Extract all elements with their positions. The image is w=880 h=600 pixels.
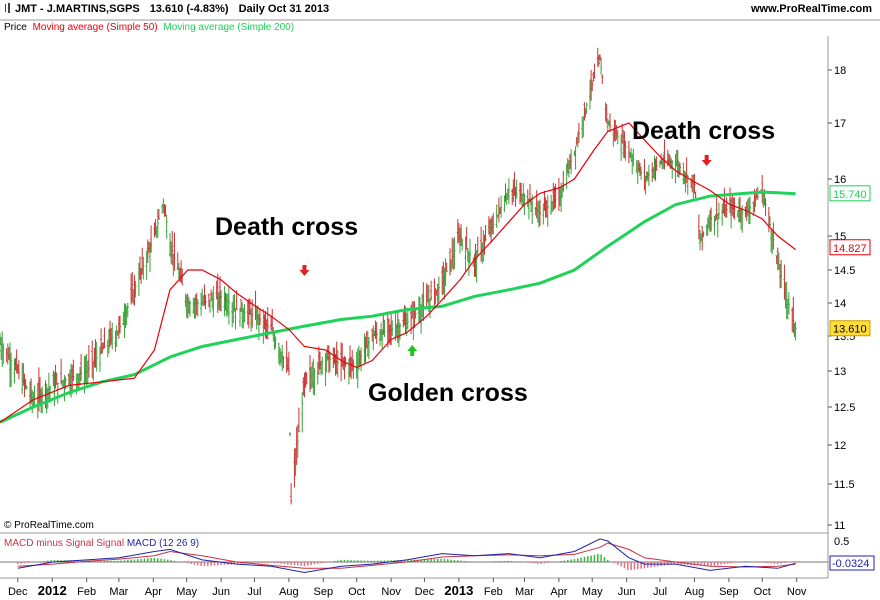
price-label: 14.827 xyxy=(833,243,867,255)
x-tick-label: Apr xyxy=(145,586,162,598)
x-tick-label: May xyxy=(582,586,603,598)
macd-line xyxy=(17,538,796,574)
price-label-box xyxy=(829,320,871,337)
y-tick-label: 18 xyxy=(834,65,846,77)
annotation-death-cross-1: Death cross xyxy=(215,213,359,241)
x-tick-label: Mar xyxy=(109,586,128,598)
death-cross-arrow xyxy=(299,265,310,276)
ma50-line xyxy=(0,122,796,423)
macd-signal-line xyxy=(17,542,796,569)
y-tick-label: 13 xyxy=(834,366,846,378)
y-tick-label: 12 xyxy=(834,440,846,452)
y-tick-label: 11 xyxy=(834,520,845,532)
macd-legend: MACD minus Signal Signal MACD (12 26 9) xyxy=(4,538,199,549)
y-tick-label: 14 xyxy=(834,298,846,310)
cross-markers xyxy=(299,155,712,356)
y-tick-label: 17 xyxy=(834,118,846,130)
x-axis: Dec 2012 Feb Mar Apr May Jun Jul Aug Sep Oct Nov Dec… xyxy=(8,578,807,598)
period-label: Daily Oct 31 2013 xyxy=(238,3,330,15)
y-tick-label: 14.5 xyxy=(834,265,855,277)
x-tick-label: Dec xyxy=(8,586,28,598)
x-tick-label: Aug xyxy=(685,586,705,598)
x-tick-label: Aug xyxy=(279,586,299,598)
ma200-line xyxy=(0,190,796,424)
x-tick-label: 2012 xyxy=(38,583,67,598)
chart-header: JMT - J.MARTINS,SGPS 13.610 (-4.83%) Daily… xyxy=(4,3,329,17)
y-tick-label: 11.5 xyxy=(834,479,855,491)
last-quote: 13.610 (-4.83%) xyxy=(149,3,229,15)
golden-cross-arrow xyxy=(407,345,418,356)
x-tick-label: Feb xyxy=(484,586,503,598)
x-tick-label: Mar xyxy=(515,586,534,598)
x-tick-label: Jun xyxy=(618,586,636,598)
price-label-box xyxy=(829,239,871,256)
annotation-death-cross-2: Death cross xyxy=(632,117,776,145)
x-tick-label: Oct xyxy=(754,586,771,598)
bar-chart-icon xyxy=(4,3,11,13)
price-grid xyxy=(0,19,880,579)
price-label: 13.610 xyxy=(833,324,867,336)
x-tick-label: Oct xyxy=(348,586,365,598)
symbol-name: JMT - J.MARTINS,SGPS xyxy=(15,3,140,15)
x-tick-label: Dec xyxy=(415,586,435,598)
x-tick-label: Jul xyxy=(653,586,667,598)
copyright-label: © ProRealTime.com xyxy=(4,520,94,531)
legend-macd[interactable]: MACD (12 26 9) xyxy=(126,538,200,549)
macd-panel: 0.50-0.0324 xyxy=(0,536,875,574)
macd-y-tick-label: 0.5 xyxy=(834,536,849,548)
x-tick-label: 2013 xyxy=(444,583,473,598)
price-labels: 15.740 14.827 13.610 xyxy=(829,185,871,337)
death-cross-arrow xyxy=(701,155,712,166)
legend-ma50[interactable]: Moving average (Simple 50) xyxy=(32,22,158,33)
y-tick-label: 16 xyxy=(834,174,846,186)
x-tick-label: Jun xyxy=(212,586,230,598)
site-link[interactable]: www.ProRealTime.com xyxy=(750,3,872,15)
x-tick-label: Feb xyxy=(77,586,96,598)
x-tick-label: Sep xyxy=(719,586,739,598)
macd-value-box xyxy=(829,555,875,571)
price-label-box xyxy=(829,185,871,202)
macd-value-label: -0.0324 xyxy=(832,558,869,570)
x-tick-label: Apr xyxy=(550,586,567,598)
y-tick-label: 12.5 xyxy=(834,402,855,414)
legend-ma200[interactable]: Moving average (Simple 200) xyxy=(163,22,295,33)
legend-price[interactable]: Price xyxy=(4,22,27,33)
x-tick-label: Sep xyxy=(314,586,334,598)
x-tick-label: Nov xyxy=(381,586,401,598)
legend-macd-hist[interactable]: MACD minus Signal Signal xyxy=(4,538,125,549)
annotation-golden-cross: Golden cross xyxy=(368,379,528,407)
x-tick-label: May xyxy=(176,586,197,598)
x-tick-label: Jul xyxy=(247,586,261,598)
x-tick-label: Nov xyxy=(787,586,807,598)
indicator-legend: Price Moving average (Simple 50) Moving … xyxy=(4,22,297,33)
price-label: 15.740 xyxy=(833,189,867,201)
